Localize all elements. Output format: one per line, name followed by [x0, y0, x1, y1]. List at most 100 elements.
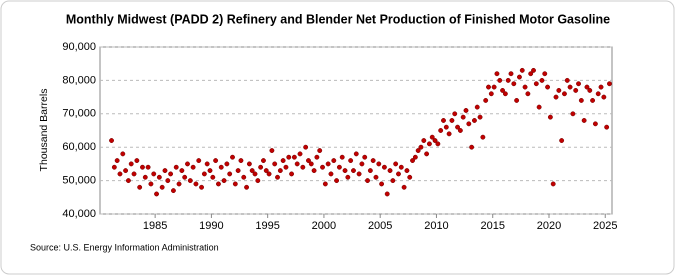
point [477, 114, 483, 120]
x-tick-label: 1990 [199, 220, 223, 232]
point [592, 121, 598, 127]
chart-title: Monthly Midwest (PADD 2) Refinery and Bl… [66, 12, 610, 26]
point [123, 168, 129, 174]
point [148, 181, 154, 187]
point [522, 84, 528, 90]
x-tick-label: 2025 [593, 220, 617, 232]
point [435, 141, 441, 147]
point [207, 168, 213, 174]
point [471, 118, 477, 123]
point [511, 81, 517, 87]
y-tick-label: 80,000 [62, 74, 96, 86]
point [491, 84, 497, 90]
point [162, 168, 168, 174]
point [334, 178, 340, 184]
point [573, 87, 579, 93]
point [210, 174, 216, 180]
point [170, 188, 176, 194]
point [272, 161, 278, 167]
point [224, 161, 230, 167]
point [213, 158, 219, 164]
point [502, 91, 508, 97]
point [128, 161, 134, 167]
point [426, 141, 432, 147]
point [525, 91, 531, 97]
point [469, 144, 475, 150]
point [182, 174, 188, 180]
point [550, 181, 556, 187]
point [249, 168, 255, 174]
point [283, 164, 289, 170]
y-tick-label: 60,000 [62, 141, 96, 153]
point [165, 178, 171, 184]
point [474, 104, 480, 110]
point [514, 97, 520, 103]
point [168, 171, 174, 177]
x-tick-label: 2015 [480, 220, 504, 232]
point [564, 77, 570, 83]
point [176, 181, 182, 187]
point [438, 128, 444, 133]
point [204, 161, 210, 167]
point [356, 171, 362, 177]
point [486, 84, 491, 90]
point [559, 138, 565, 143]
point [246, 161, 252, 167]
point [322, 181, 328, 187]
source-note: Source: U.S. Energy Information Administ… [30, 242, 219, 252]
point [111, 164, 117, 170]
point [221, 178, 227, 184]
point [193, 181, 199, 187]
point [607, 81, 612, 87]
point [407, 174, 413, 180]
point [156, 174, 162, 180]
y-tick-label: 70,000 [62, 108, 96, 120]
point [365, 178, 370, 184]
point [441, 118, 446, 123]
point [232, 181, 238, 187]
point [235, 168, 241, 174]
point [415, 148, 421, 153]
point [547, 114, 553, 120]
point [125, 178, 131, 184]
point [328, 171, 334, 177]
point [556, 87, 562, 93]
point [114, 158, 120, 164]
point [500, 87, 506, 93]
x-tick-label: 2010 [424, 220, 448, 232]
point [562, 91, 567, 97]
point [533, 81, 539, 87]
point [578, 97, 584, 103]
point [215, 181, 221, 187]
point [396, 171, 401, 177]
y-tick-label: 40,000 [62, 208, 96, 220]
point [553, 94, 559, 100]
point [412, 154, 418, 160]
point [483, 97, 489, 103]
x-tick-label: 1985 [143, 220, 167, 232]
point [339, 154, 345, 160]
point [598, 84, 604, 90]
x-tick-label: 2005 [368, 220, 392, 232]
point [457, 128, 463, 133]
point [291, 154, 297, 160]
point [275, 174, 280, 180]
point [187, 178, 193, 184]
point [381, 164, 387, 170]
point [387, 168, 393, 174]
point [134, 158, 140, 164]
point [286, 154, 292, 160]
point [151, 171, 157, 177]
point [142, 174, 148, 180]
x-tick-label: 1995 [255, 220, 279, 232]
point [252, 171, 258, 177]
point [570, 111, 576, 117]
point [269, 148, 275, 153]
point [241, 174, 247, 180]
y-tick-label: 90,000 [62, 41, 96, 53]
point [173, 164, 179, 170]
point [398, 164, 404, 170]
point [393, 161, 399, 167]
point [345, 174, 351, 180]
point [601, 94, 607, 100]
